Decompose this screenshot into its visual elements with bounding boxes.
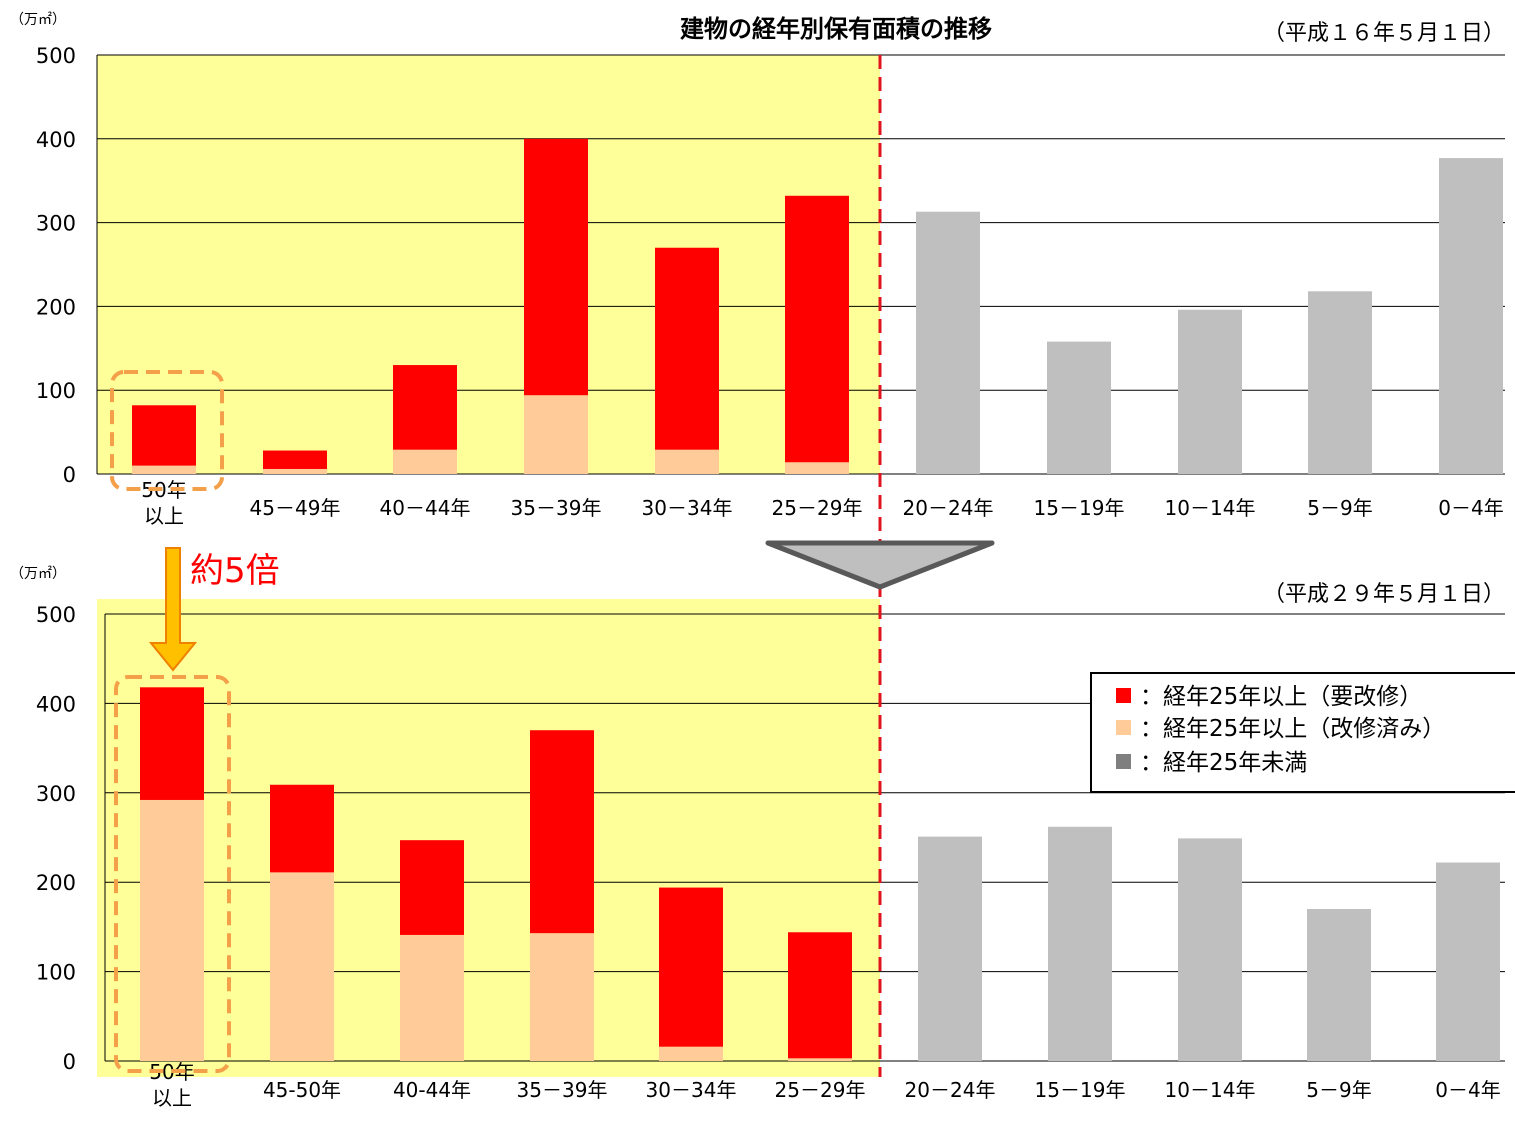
y-tick-label: 200 [36,871,76,895]
x-tick-label: 10－14年 [1165,1078,1256,1102]
legend-swatch-under25 [1116,754,1131,769]
bar-needs_renovation [132,405,196,466]
annotation-text: 約5倍 [190,551,280,591]
x-tick-label: 45-50年 [263,1078,341,1102]
bar-renovated [132,465,196,474]
bar-under25 [1178,309,1242,474]
x-tick-label: 15－19年 [1035,1078,1126,1102]
x-tick-label: 40－44年 [380,496,471,520]
y-tick-label: 100 [36,379,76,403]
x-tick-label: 20－24年 [903,496,994,520]
y-tick-label: 500 [36,44,76,68]
bar-needs_renovation [140,687,204,800]
y-tick-label: 400 [36,128,76,152]
bar-needs_renovation [393,365,457,450]
triangle-down-icon [765,540,995,590]
y-tick-label: 200 [36,295,76,319]
bar-under25 [1178,838,1242,1061]
legend-swatch-needs-renovation [1116,688,1131,703]
x-tick-label: 20－24年 [905,1078,996,1102]
bar-needs_renovation [400,840,464,935]
bar-renovated [788,1058,852,1061]
bar-renovated [263,468,327,474]
bar-renovated [659,1046,723,1061]
x-tick-label: 0－4年 [1435,1078,1500,1102]
legend-label-needs-renovation: ：経年25年以上（要改修） [1140,684,1422,710]
x-tick-label: 35－39年 [517,1078,608,1102]
x-tick-label: 40-44年 [393,1078,471,1102]
x-tick-label: 35－39年 [511,496,602,520]
x-tick-label: 45－49年 [250,496,341,520]
bar-renovated [140,799,204,1061]
bar-needs_renovation [655,247,719,450]
x-tick-label: 50年以上 [141,478,186,528]
bottom-date-label: （平成２９年５月１日） [1263,582,1505,607]
bar-under25 [916,211,980,474]
highlight-region-1 [97,599,880,1077]
bar-needs_renovation [530,730,594,934]
bottom-unit-label: （万㎡） [10,566,66,582]
arrow-down-icon [148,547,198,672]
chart-title: 建物の経年別保有面積の推移 [680,15,992,43]
bar-needs_renovation [270,784,334,873]
x-tick-label: 0－4年 [1438,496,1503,520]
bar-renovated [400,934,464,1061]
y-tick-label: 0 [63,1050,76,1074]
legend-box [1090,672,1515,793]
legend-label-renovated: ：経年25年以上（改修済み） [1140,716,1445,742]
highlight-box-50plus-1 [114,675,231,1073]
x-tick-label: 25－29年 [772,496,863,520]
legend: ：経年25年以上（要改修） ：経年25年以上（改修済み） ：経年25年未満 [1090,672,1515,793]
x-tick-label: 30－34年 [646,1078,737,1102]
bar-under25 [1308,291,1372,474]
bar-renovated [655,449,719,474]
bar-renovated [270,872,334,1061]
bar-under25 [1307,909,1371,1061]
bar-under25 [1439,158,1503,474]
y-tick-label: 400 [36,692,76,716]
bar-renovated [524,395,588,474]
legend-label-under25: ：経年25年未満 [1140,750,1307,776]
x-tick-label: 10－14年 [1165,496,1256,520]
x-tick-label: 25－29年 [775,1078,866,1102]
bar-needs_renovation [785,195,849,463]
top-unit-label: （万㎡） [10,12,66,28]
x-tick-label: 5－9年 [1307,496,1372,520]
bar-needs_renovation [788,932,852,1059]
x-tick-label: 5－9年 [1306,1078,1371,1102]
y-tick-label: 300 [36,212,76,236]
x-tick-label: 50年以上 [149,1060,194,1110]
bar-renovated [393,449,457,474]
highlight-region-0 [97,55,880,474]
y-tick-label: 500 [36,603,76,627]
y-tick-label: 100 [36,961,76,985]
bar-renovated [530,933,594,1061]
y-tick-label: 0 [63,463,76,487]
bar-renovated [785,462,849,474]
bar-needs_renovation [524,138,588,396]
bar-needs_renovation [659,887,723,1047]
legend-swatch-renovated [1116,720,1131,735]
x-tick-label: 30－34年 [642,496,733,520]
bar-under25 [1048,826,1112,1061]
y-tick-label: 300 [36,782,76,806]
top-date-label: （平成１６年５月１日） [1263,21,1505,46]
bar-under25 [1436,862,1500,1061]
bar-needs_renovation [263,450,327,469]
bar-under25 [1047,341,1111,474]
x-tick-label: 15－19年 [1034,496,1125,520]
bar-under25 [918,836,982,1061]
